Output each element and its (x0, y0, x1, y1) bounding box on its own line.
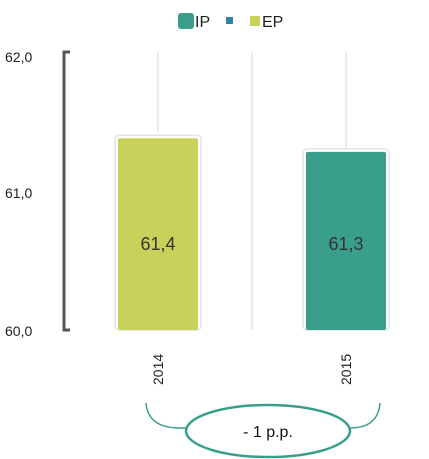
y-tick-label: 62,0 (5, 49, 32, 65)
annotation-text: - 1 p.p. (243, 424, 293, 441)
annotation-ellipse (184, 403, 352, 459)
x-tick-label-2015: 2015 (338, 354, 354, 385)
annotation-bracket-left (145, 402, 190, 429)
y-axis-line (62, 50, 70, 332)
y-tick-label: 60,0 (5, 323, 32, 339)
legend-label-ep: EP (262, 14, 283, 31)
bar-2015 (306, 151, 386, 330)
legend-swatch-ip (178, 13, 194, 29)
legend-swatch-secondary (226, 17, 233, 24)
data-label-2015: 61,3 (328, 234, 363, 254)
x-tick-label-2014: 2014 (150, 354, 166, 385)
legend: IP EP (178, 13, 283, 31)
bar-2014 (118, 138, 198, 330)
y-tick-labels: 62,0 61,0 60,0 (5, 49, 32, 339)
y-tick-label: 61,0 (5, 185, 32, 201)
annotation-bracket-right (348, 402, 381, 429)
data-label-2014: 61,4 (140, 234, 175, 254)
bars-group: 61,4 61,3 (114, 134, 390, 331)
legend-label-ip: IP (195, 14, 210, 31)
legend-swatch-ep (250, 16, 260, 26)
